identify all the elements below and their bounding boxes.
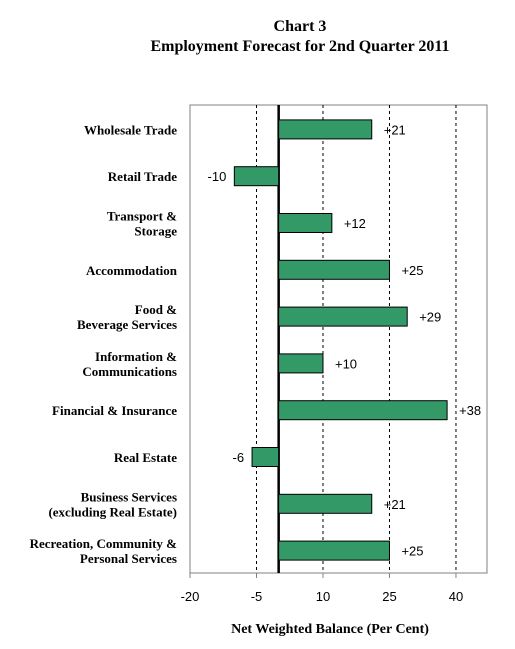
category-label: Real Estate — [114, 450, 177, 465]
plot-area — [189, 104, 488, 574]
data-label: -10 — [208, 169, 227, 184]
bar — [278, 213, 333, 233]
x-tick-label: 40 — [449, 589, 463, 604]
x-tick-label: -20 — [181, 589, 200, 604]
bar — [278, 259, 390, 280]
category-label: (excluding Real Estate) — [48, 504, 177, 519]
category-label: Beverage Services — [77, 317, 177, 332]
data-label: +38 — [459, 403, 481, 418]
category-label: Storage — [134, 224, 177, 239]
data-label: +10 — [335, 356, 357, 371]
x-tick-label: 10 — [316, 589, 330, 604]
category-label: Wholesale Trade — [84, 122, 177, 137]
bar — [278, 400, 448, 421]
data-label: +29 — [419, 310, 441, 325]
category-label: Transport & — [107, 209, 177, 224]
data-label: +21 — [384, 497, 406, 512]
category-label: Personal Services — [80, 551, 177, 566]
bar — [278, 353, 324, 374]
category-label: Financial & Insurance — [52, 403, 177, 418]
data-label: +25 — [401, 544, 423, 559]
bar — [251, 447, 280, 467]
chart-title: Chart 3 — [273, 18, 327, 35]
category-label: Food & — [135, 302, 177, 317]
category-label: Business Services — [81, 489, 177, 504]
bar — [233, 166, 280, 187]
data-label: -6 — [232, 450, 244, 465]
data-label: +25 — [401, 263, 423, 278]
data-label: +12 — [344, 216, 366, 231]
x-tick-label: -5 — [251, 589, 263, 604]
chart-subtitle: Employment Forecast for 2nd Quarter 2011 — [150, 38, 450, 55]
category-label: Information & — [95, 349, 177, 364]
bar — [278, 493, 373, 514]
category-label: Accommodation — [86, 263, 178, 278]
category-label: Recreation, Community & — [30, 536, 178, 551]
bar — [278, 306, 408, 327]
category-label: Communications — [82, 364, 177, 379]
category-label: Retail Trade — [108, 169, 177, 184]
x-tick-label: 25 — [382, 589, 396, 604]
x-axis-label: Net Weighted Balance (Per Cent) — [231, 622, 429, 637]
bar — [278, 119, 373, 140]
bar — [278, 540, 390, 561]
data-label: +21 — [384, 122, 406, 137]
